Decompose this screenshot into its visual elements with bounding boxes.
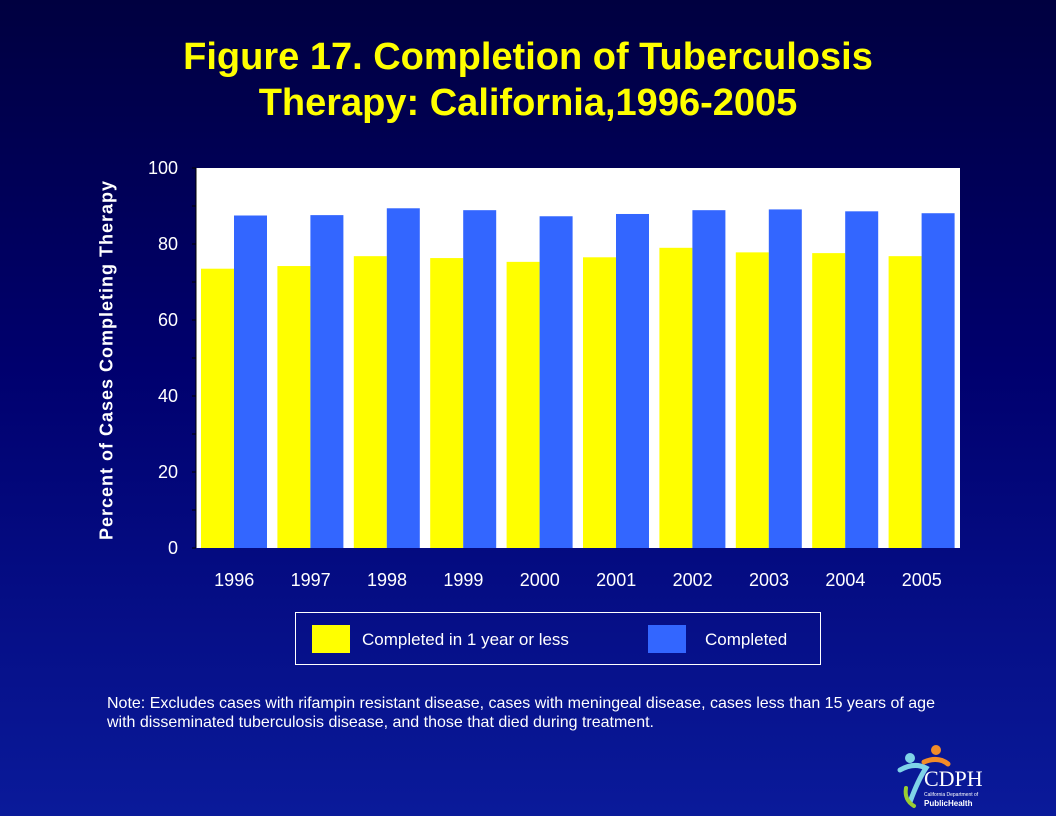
bar-1996-series-2	[234, 215, 267, 548]
logo-text-publichealth: PublicHealth	[924, 799, 973, 808]
bar-1999-series-2	[463, 210, 497, 548]
bar-2003-series-1	[735, 252, 769, 549]
footnote: Note: Excludes cases with rifampin resis…	[107, 695, 935, 731]
legend-swatch-completed	[648, 625, 686, 653]
bar-2001-series-1	[583, 257, 616, 548]
y-tick-label: 60	[158, 310, 178, 330]
x-tick-label: 1997	[291, 570, 331, 590]
bar-1998-series-2	[386, 208, 420, 548]
bar-chart: 0 20 40 60 80 100 1996 1997 1998 1999 2000 2001 2002…	[148, 158, 955, 590]
bar-2000-series-1	[506, 261, 540, 548]
bar-1997-series-1	[277, 266, 311, 548]
bar-2004-series-2	[845, 211, 879, 548]
bar-2004-series-1	[812, 253, 846, 548]
bar-2005-series-2	[921, 213, 955, 548]
chart-title-line-2: Therapy: California,1996-2005	[258, 82, 798, 124]
bar-2002-series-1	[659, 247, 693, 549]
cdph-logo: CDPH California Department of PublicHeal…	[897, 745, 983, 808]
bar-1999-series-1	[430, 258, 464, 548]
bar-1998-series-1	[353, 256, 387, 548]
logo-figure-head-1	[905, 753, 915, 763]
x-tick-label: 2003	[749, 570, 789, 590]
legend-label-completed: Completed	[705, 630, 788, 649]
x-tick-label: 1999	[443, 570, 483, 590]
bar-1996-series-1	[201, 268, 234, 548]
x-tick-label: 2000	[520, 570, 560, 590]
chart-title: Figure 17. Completion of Tuberculosis Th…	[0, 34, 1056, 126]
x-tick-label: 2005	[902, 570, 942, 590]
x-tick-label: 1996	[214, 570, 254, 590]
x-tick-label: 2004	[825, 570, 865, 590]
logo-figure-head-2	[931, 745, 941, 755]
legend-swatch-completed-1yr	[312, 625, 350, 653]
bar-2000-series-2	[539, 216, 573, 548]
x-tick-label: 1998	[367, 570, 407, 590]
x-tick-label: 2001	[596, 570, 636, 590]
y-tick-label: 100	[148, 158, 178, 178]
chart-title-line-1: Figure 17. Completion of Tuberculosis	[183, 36, 873, 78]
bar-2005-series-1	[888, 256, 922, 548]
legend-label-completed-1yr: Completed in 1 year or less	[362, 630, 569, 649]
x-tick-label: 2002	[673, 570, 713, 590]
y-tick-label: 80	[158, 234, 178, 254]
legend: Completed in 1 year or less Completed	[295, 612, 821, 665]
y-tick-label: 0	[168, 538, 178, 558]
logo-text-cdph: CDPH	[924, 766, 983, 791]
bar-2002-series-2	[692, 210, 726, 548]
y-tick-label: 20	[158, 462, 178, 482]
bar-2003-series-2	[768, 209, 802, 549]
bar-1997-series-2	[310, 215, 344, 548]
y-tick-label: 40	[158, 386, 178, 406]
bar-2001-series-2	[616, 213, 649, 549]
logo-text-department: California Department of	[924, 792, 979, 798]
